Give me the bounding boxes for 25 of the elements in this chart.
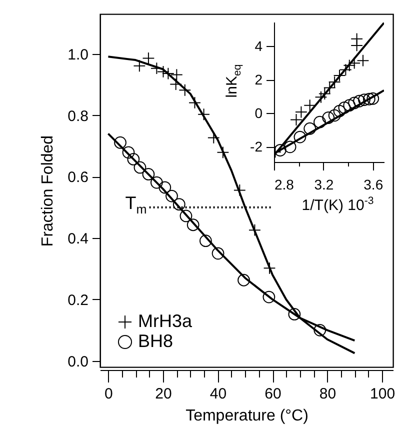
legend-label: MrH3a	[138, 311, 193, 331]
y-tick-label: 0.4	[68, 230, 88, 248]
y-tick-label: 0.8	[68, 108, 88, 125]
y-tick-label: 0.2	[68, 292, 88, 309]
legend-label: BH8	[138, 331, 174, 351]
y-tick-label: 1.0	[68, 46, 88, 64]
y-tick-label: 0.6	[68, 169, 88, 186]
x-tick-label: 0	[104, 386, 113, 402]
y-tick-label: 0.0	[68, 353, 88, 370]
y-tick-label: 0	[254, 104, 263, 121]
y-axis-title: Fraction Folded	[40, 135, 57, 247]
y-tick-label: 4	[254, 38, 263, 54]
x-tick-label: 3.6	[364, 176, 384, 192]
y-tick-label: 2	[254, 71, 263, 88]
y-tick-label: -2	[250, 138, 263, 154]
x-tick-label: 80	[319, 386, 336, 402]
x-tick-label: 60	[264, 386, 282, 402]
x-tick-label: 40	[210, 386, 227, 402]
x-tick-label: 20	[155, 386, 172, 402]
x-tick-label: 3.2	[314, 176, 334, 192]
x-tick-label: 2.8	[274, 176, 294, 192]
x-tick-label: 100	[370, 386, 396, 402]
x-axis-title: Temperature (°C)	[186, 408, 308, 424]
x-axis-title: 1/T(K) 10$^{-3}$	[302, 195, 374, 214]
annotation: T$_{m}$	[125, 193, 147, 217]
